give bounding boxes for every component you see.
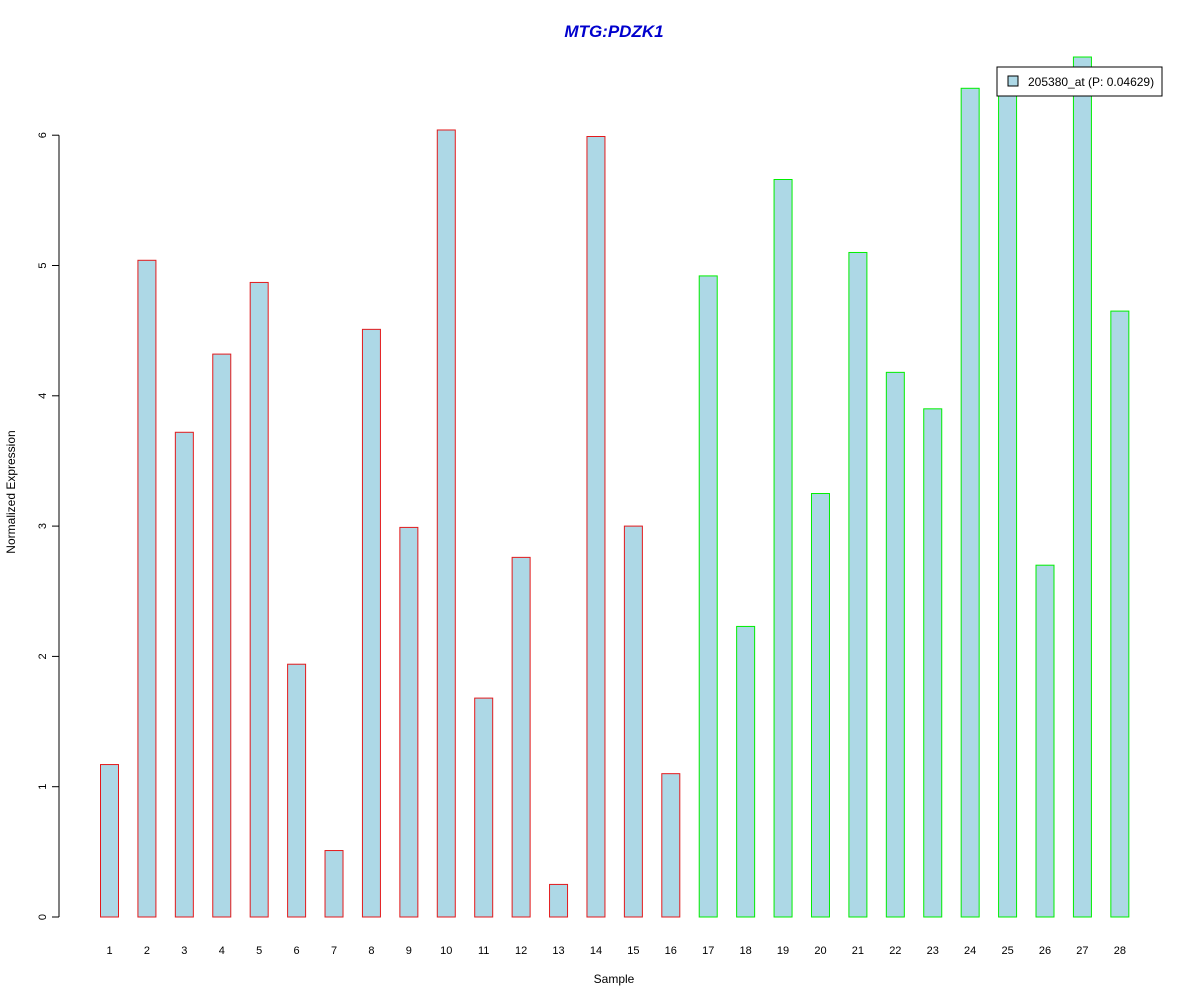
- x-tick-label: 1: [106, 945, 112, 957]
- x-tick-label: 17: [702, 945, 714, 957]
- bar-sample-12: [511, 556, 531, 918]
- y-tick-label: 1: [37, 784, 49, 790]
- legend-label: 205380_at (P: 0.04629): [1028, 75, 1154, 89]
- y-tick-label: 3: [37, 523, 49, 529]
- x-axis-label: Sample: [594, 972, 635, 986]
- x-tick-label: 23: [927, 945, 939, 957]
- bar-sample-6: [287, 663, 307, 918]
- y-tick-label: 0: [37, 914, 49, 920]
- x-tick-label: 6: [294, 945, 300, 957]
- legend: 205380_at (P: 0.04629): [996, 66, 1163, 97]
- bar-sample-11: [474, 697, 494, 918]
- bar-sample-27: [1072, 56, 1092, 918]
- x-tick-label: 7: [331, 945, 337, 957]
- y-tick-label: 4: [37, 393, 49, 399]
- bar-sample-25: [998, 82, 1018, 918]
- bar-sample-5: [249, 281, 269, 918]
- legend-box: [996, 66, 1163, 97]
- bar-sample-10: [436, 129, 456, 918]
- x-tick-label: 4: [219, 945, 225, 957]
- x-tick-label: 5: [256, 945, 262, 957]
- bar-sample-14: [586, 136, 606, 918]
- x-tick-label: 2: [144, 945, 150, 957]
- bar-sample-22: [885, 371, 905, 918]
- bar-sample-2: [137, 259, 157, 918]
- bar-sample-3: [174, 431, 194, 918]
- bar-sample-13: [549, 883, 569, 918]
- x-tick-label: 8: [368, 945, 374, 957]
- y-tick-label: 6: [37, 132, 49, 138]
- x-tick-labels: 1 2 3 4 5 6 7 8 9 10 11 12 13 14 15 16 17 18 19 20 21 22 23 24 2…: [106, 945, 1126, 957]
- bar-sample-4: [212, 353, 232, 918]
- x-tick-label: 18: [740, 945, 752, 957]
- x-tick-label: 24: [964, 945, 976, 957]
- x-tick-label: 13: [552, 945, 564, 957]
- bar-sample-7: [324, 850, 344, 918]
- x-tick-label: 28: [1114, 945, 1126, 957]
- bar-sample-19: [773, 179, 793, 918]
- bar-sample-1: [100, 764, 119, 918]
- bars-group: [100, 56, 1130, 918]
- bar-sample-26: [1035, 564, 1055, 918]
- x-tick-label: 9: [406, 945, 412, 957]
- bar-sample-9: [399, 526, 419, 918]
- bar-sample-8: [361, 328, 381, 918]
- x-tick-label: 21: [852, 945, 864, 957]
- bar-sample-23: [923, 408, 943, 918]
- x-tick-label: 10: [440, 945, 452, 957]
- x-tick-label: 11: [478, 945, 489, 957]
- bar-sample-17: [698, 275, 718, 918]
- x-tick-label: 22: [889, 945, 901, 957]
- legend-swatch: [1007, 75, 1019, 87]
- bar-sample-20: [810, 493, 830, 918]
- x-tick-label: 12: [515, 945, 527, 957]
- x-tick-label: 20: [814, 945, 826, 957]
- x-tick-label: 26: [1039, 945, 1051, 957]
- bar-sample-18: [736, 625, 756, 918]
- y-axis-label: Normalized Expression: [4, 430, 18, 553]
- x-tick-label: 16: [665, 945, 677, 957]
- x-tick-label: 25: [1001, 945, 1013, 957]
- y-tick-label: 5: [37, 262, 49, 268]
- y-axis: 0 1 2 3 4 5 6: [37, 132, 60, 920]
- x-tick-label: 15: [627, 945, 639, 957]
- bar-sample-28: [1110, 310, 1130, 918]
- x-tick-label: 14: [590, 945, 602, 957]
- y-tick-label: 2: [37, 653, 49, 659]
- x-tick-label: 19: [777, 945, 789, 957]
- chart-title: MTG:PDZK1: [564, 22, 663, 41]
- bar-sample-16: [661, 773, 681, 918]
- x-tick-label: 3: [181, 945, 187, 957]
- x-tick-label: 27: [1076, 945, 1088, 957]
- bar-sample-15: [623, 525, 643, 918]
- bar-sample-21: [848, 251, 868, 918]
- bar-sample-24: [960, 87, 980, 918]
